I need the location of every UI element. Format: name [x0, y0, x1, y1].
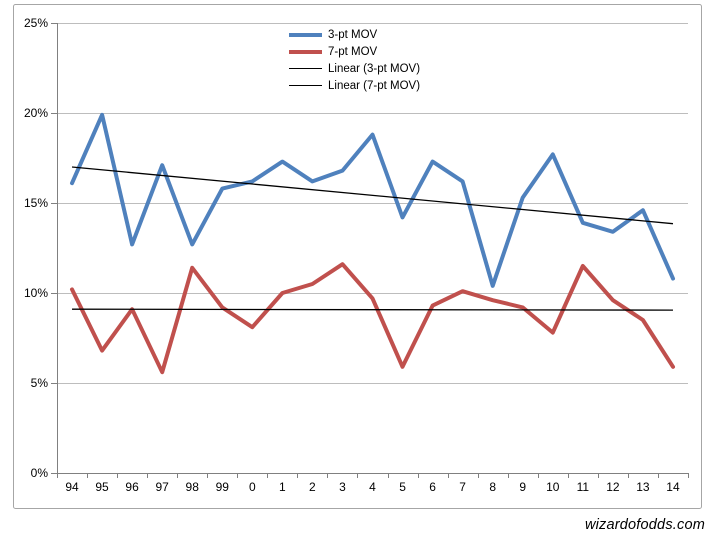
- chart-border: [13, 4, 702, 509]
- legend-item: 7-pt MOV: [289, 43, 420, 60]
- y-tick-label: 0%: [30, 465, 48, 480]
- x-tick-label: 95: [95, 480, 109, 494]
- legend-item-label: 7-pt MOV: [328, 45, 378, 58]
- x-tick-label: 3: [339, 480, 346, 494]
- legend-line-swatch: [289, 49, 322, 54]
- x-tick-label: 10: [546, 480, 560, 494]
- legend-item-label: Linear (7-pt MOV): [328, 79, 421, 92]
- legend-item-label: 3-pt MOV: [328, 28, 378, 41]
- x-tick-label: 0: [248, 480, 256, 494]
- trendline-linear-3-pt-mov: [71, 166, 674, 225]
- x-tick-label: 11: [576, 480, 590, 494]
- x-tick-label: 7: [459, 480, 466, 494]
- y-tick-label: 10%: [23, 285, 48, 300]
- x-tick-label: 2: [309, 480, 316, 494]
- x-tick-label: 14: [666, 480, 680, 494]
- x-tick-label: 1: [279, 480, 286, 494]
- y-tick-label: 15%: [23, 195, 48, 210]
- legend-item: Linear (7-pt MOV): [289, 77, 420, 94]
- x-tick-label: 4: [369, 480, 376, 494]
- x-tick-label: 6: [429, 480, 436, 494]
- legend: 3-pt MOV 7-pt MOV Linear (3-pt MOV) Linear …: [289, 26, 420, 94]
- x-tick-label: 99: [215, 480, 229, 494]
- x-tick-label: 8: [489, 480, 497, 494]
- y-tick-label: 5%: [30, 375, 48, 390]
- x-tick-label: 5: [399, 480, 406, 494]
- series-line-7-pt-mov: [70, 262, 675, 375]
- legend-line-swatch: [289, 32, 322, 37]
- x-tick-label: 94: [65, 480, 79, 494]
- legend-line-swatch: [289, 85, 322, 86]
- legend-item: Linear (3-pt MOV): [289, 60, 420, 77]
- watermark: wizardofodds.com: [584, 517, 705, 533]
- x-tick-label: 98: [185, 480, 199, 494]
- x-tick-label: 96: [125, 480, 139, 494]
- x-tick-label: 13: [636, 480, 650, 494]
- x-tick-label: 9: [519, 480, 527, 494]
- series-line-3-pt-mov: [70, 112, 675, 288]
- legend-item-label: Linear (3-pt MOV): [328, 62, 421, 75]
- y-tick-label: 20%: [23, 105, 48, 120]
- y-tick-label: 25%: [23, 15, 48, 30]
- x-tick-label: 97: [155, 480, 169, 494]
- legend-line-swatch: [289, 68, 322, 69]
- x-tick-label: 12: [606, 480, 620, 494]
- legend-item: 3-pt MOV: [289, 26, 420, 43]
- trendline-linear-7-pt-mov: [72, 308, 673, 311]
